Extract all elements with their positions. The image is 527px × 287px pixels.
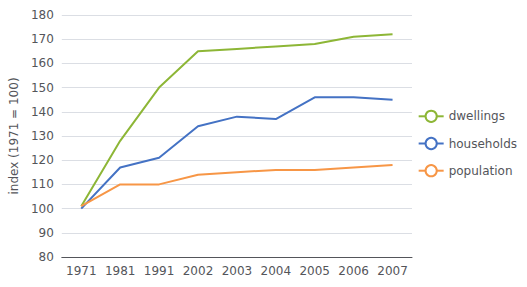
svg-text:2003: 2003	[222, 264, 253, 278]
svg-text:130: 130	[31, 129, 54, 143]
svg-text:150: 150	[31, 81, 54, 95]
svg-text:2005: 2005	[299, 264, 330, 278]
svg-text:households: households	[449, 137, 517, 151]
svg-text:2004: 2004	[261, 264, 292, 278]
svg-text:2007: 2007	[377, 264, 408, 278]
svg-text:2006: 2006	[338, 264, 369, 278]
svg-text:population: population	[449, 164, 513, 178]
svg-text:170: 170	[31, 32, 54, 46]
svg-text:1981: 1981	[105, 264, 136, 278]
svg-text:160: 160	[31, 56, 54, 70]
svg-text:2002: 2002	[183, 264, 214, 278]
svg-text:120: 120	[31, 153, 54, 167]
svg-text:180: 180	[31, 8, 54, 22]
svg-text:80: 80	[39, 250, 54, 264]
svg-text:90: 90	[39, 226, 54, 240]
svg-text:140: 140	[31, 105, 54, 119]
svg-text:index (1971 = 100): index (1971 = 100)	[7, 77, 21, 194]
svg-text:110: 110	[31, 177, 54, 191]
svg-text:100: 100	[31, 202, 54, 216]
svg-text:dwellings: dwellings	[449, 109, 505, 123]
svg-text:1991: 1991	[144, 264, 175, 278]
svg-text:1971: 1971	[66, 264, 97, 278]
